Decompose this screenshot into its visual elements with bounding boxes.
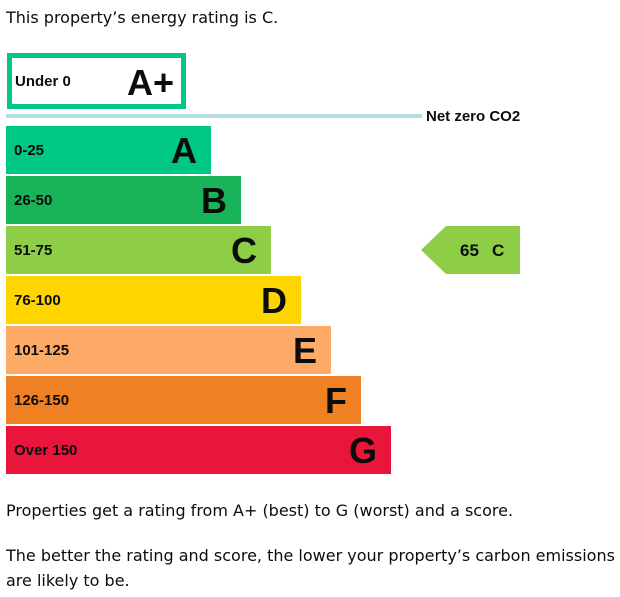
- current-band: C: [492, 241, 504, 260]
- current-rating-arrow: [421, 226, 520, 274]
- band-a-range: 0-25: [14, 142, 44, 159]
- band-c-range: 51-75: [14, 242, 52, 259]
- band-g-letter: G: [349, 430, 377, 471]
- band-b-bar: [6, 176, 241, 224]
- band-f-range: 126-150: [14, 392, 69, 409]
- band-e-letter: E: [293, 330, 317, 371]
- energy-rating-intro: This property’s energy rating is C.: [6, 8, 279, 27]
- band-g-bar: [6, 426, 391, 474]
- band-f-bar: [6, 376, 361, 424]
- band-d-bar: [6, 276, 301, 324]
- band-aplus-letter: A+: [127, 62, 174, 103]
- band-b-letter: B: [201, 180, 227, 221]
- band-d-letter: D: [261, 280, 287, 321]
- band-f-letter: F: [325, 380, 347, 421]
- net-zero-label: Net zero CO2: [426, 108, 520, 125]
- band-g-range: Over 150: [14, 442, 77, 459]
- band-e-range: 101-125: [14, 342, 69, 359]
- current-score: 65: [460, 241, 479, 260]
- band-aplus-bar: [7, 53, 186, 109]
- band-a-bar: [6, 126, 211, 174]
- band-e-bar: [6, 326, 331, 374]
- band-d-range: 76-100: [14, 292, 61, 309]
- band-c-letter: C: [231, 230, 257, 271]
- net-zero-line: [6, 114, 422, 118]
- band-b-range: 26-50: [14, 192, 52, 209]
- rating-explanation: Properties get a rating from A+ (best) t…: [6, 501, 514, 520]
- energy-rating-chart: Under 0 A+ Net zero CO2 0-25 A 26-50 B 51-75 C 76…: [6, 53, 520, 474]
- band-a-letter: A: [171, 130, 197, 171]
- band-c-bar: [6, 226, 271, 274]
- band-aplus-range: Under 0: [15, 73, 71, 90]
- score-explanation: The better the rating and score, the low…: [6, 546, 615, 590]
